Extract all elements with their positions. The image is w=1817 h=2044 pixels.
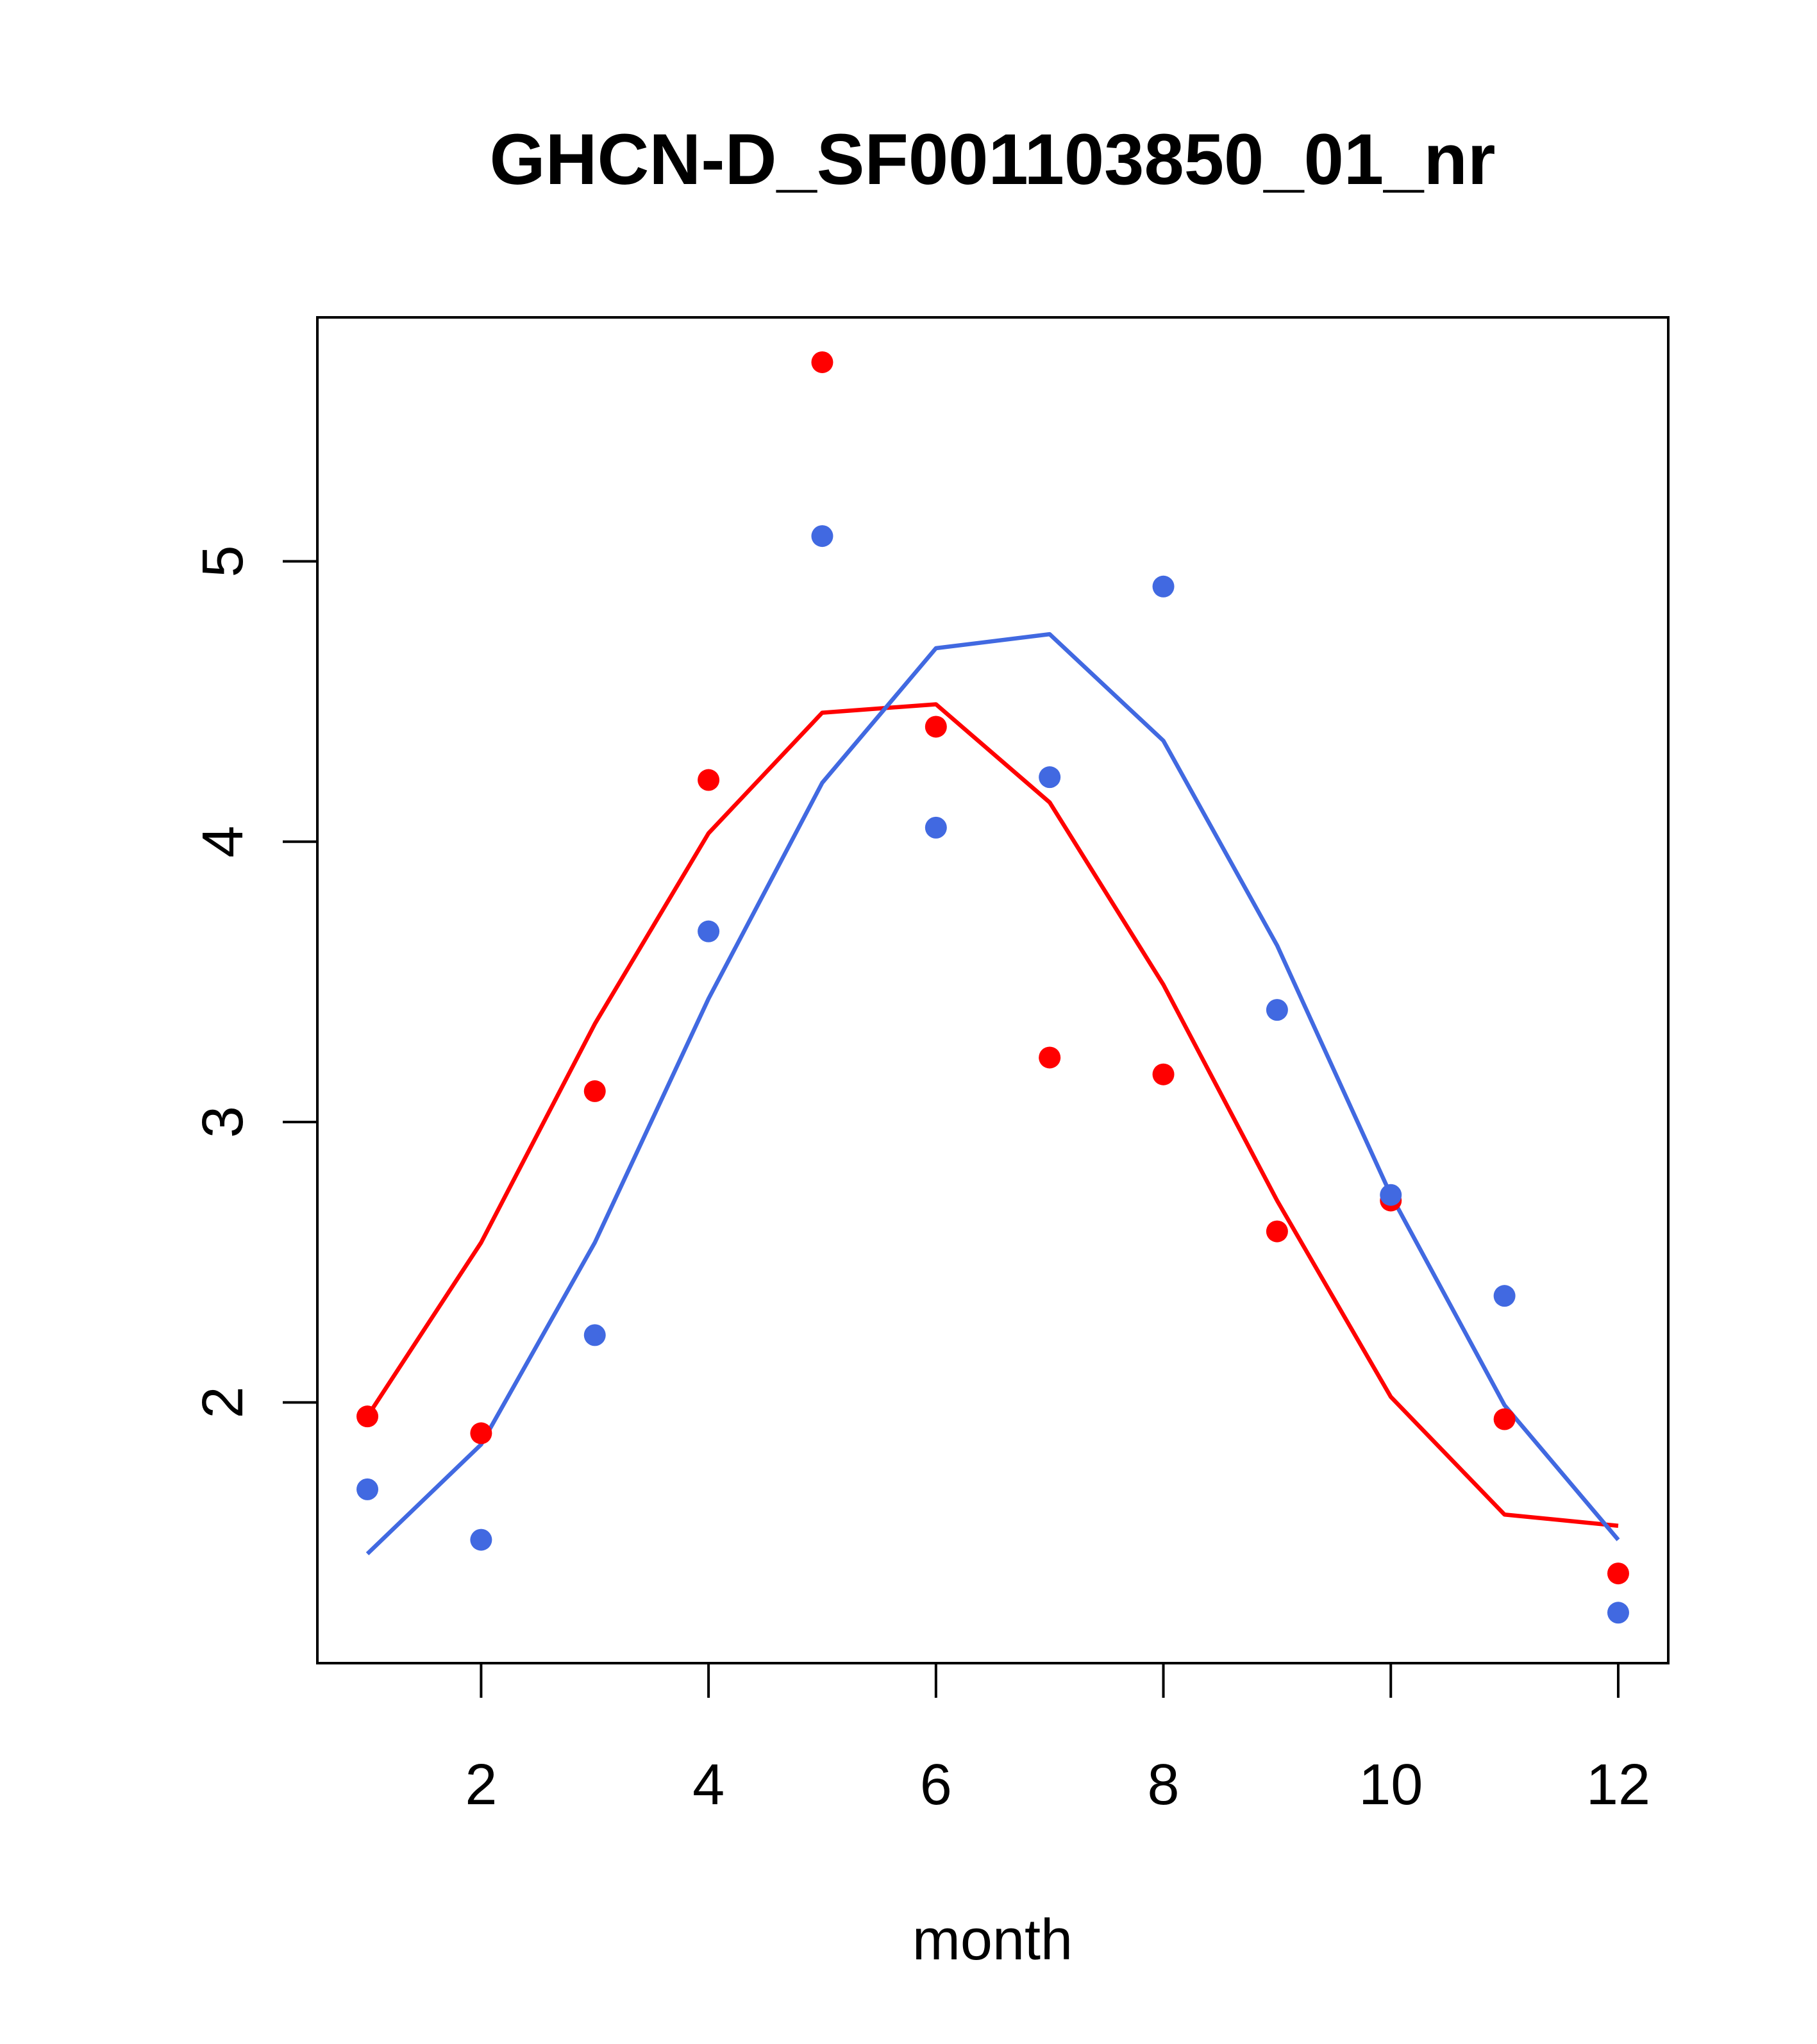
- x-tick-label: 2: [465, 1753, 497, 1817]
- data-point: [925, 716, 947, 738]
- y-tick-label: 4: [191, 826, 255, 858]
- x-axis: 2 4 6 8 10 12: [465, 1662, 1650, 1817]
- chart-title: GHCN-D_SF001103850_01_nr: [490, 119, 1496, 199]
- x-tick-label: 10: [1359, 1753, 1423, 1817]
- data-point: [1493, 1408, 1516, 1430]
- data-point: [1266, 999, 1288, 1021]
- data-point: [1607, 1602, 1629, 1624]
- data-point: [1380, 1184, 1402, 1206]
- y-tick-label: 2: [191, 1386, 255, 1418]
- data-point: [583, 1080, 606, 1102]
- data-point: [1266, 1220, 1288, 1243]
- data-point: [811, 525, 833, 548]
- series-line: [365, 702, 1619, 1528]
- data-point: [1152, 575, 1175, 598]
- series-lines: [365, 632, 1620, 1555]
- data-point: [1493, 1285, 1516, 1307]
- data-point: [1039, 1046, 1061, 1069]
- x-tick-label: 8: [1148, 1753, 1180, 1817]
- series-line: [365, 632, 1620, 1555]
- data-point: [811, 351, 833, 373]
- x-tick-label: 6: [920, 1753, 952, 1817]
- data-point: [583, 1324, 606, 1346]
- data-point: [1152, 1063, 1175, 1085]
- data-point: [356, 1405, 379, 1428]
- series-points: [356, 351, 1629, 1624]
- data-point: [1039, 766, 1061, 789]
- y-axis: 2 3 4 5: [191, 545, 319, 1418]
- data-point: [698, 769, 720, 791]
- data-point: [470, 1422, 492, 1445]
- data-point: [356, 1478, 379, 1500]
- x-tick-label: 4: [692, 1753, 724, 1817]
- y-tick-label: 3: [191, 1106, 255, 1138]
- data-point: [1607, 1562, 1629, 1585]
- data-point: [470, 1529, 492, 1551]
- x-axis-label: month: [912, 1908, 1073, 1972]
- y-tick-label: 5: [191, 545, 255, 577]
- x-tick-label: 12: [1586, 1753, 1650, 1817]
- data-point: [925, 816, 947, 839]
- plot-frame: [316, 316, 1670, 1664]
- data-point: [698, 920, 720, 942]
